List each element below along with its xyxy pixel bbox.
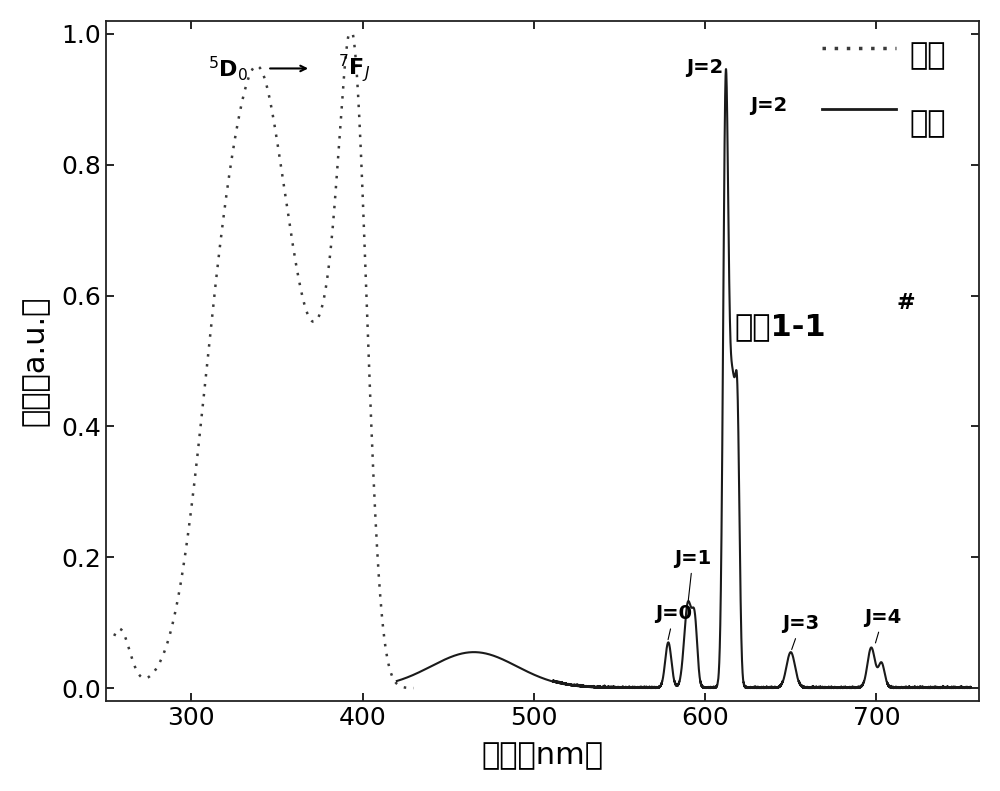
Text: J=2: J=2 [687,59,724,78]
Text: 发射: 发射 [909,109,946,138]
Text: J=0: J=0 [655,604,692,640]
Text: 激发: 激发 [909,41,946,70]
Text: J=4: J=4 [864,607,902,643]
Text: $^7$F$_J$: $^7$F$_J$ [338,52,371,85]
Text: J=3: J=3 [782,615,819,649]
Text: #: # [896,293,915,313]
Text: 样品1-1: 样品1-1 [735,312,826,342]
Y-axis label: 强度（a.u.）: 强度（a.u.） [21,296,50,426]
Text: J=2: J=2 [750,97,787,115]
X-axis label: 波长（nm）: 波长（nm） [481,741,603,770]
Text: $^5$D$_0$: $^5$D$_0$ [208,54,248,83]
Text: J=1: J=1 [674,549,712,600]
